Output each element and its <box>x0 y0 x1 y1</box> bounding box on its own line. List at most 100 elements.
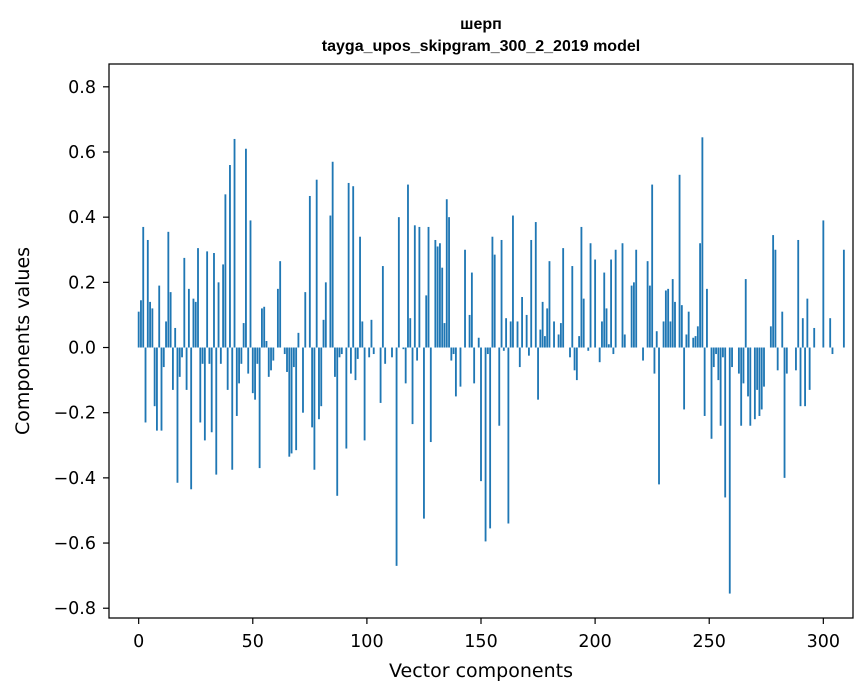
bar <box>240 347 243 364</box>
y-tick-label: −0.8 <box>54 599 97 619</box>
bar <box>612 347 615 355</box>
bar <box>270 347 272 371</box>
bar <box>674 301 676 348</box>
bar <box>763 347 765 387</box>
bar <box>286 347 288 372</box>
bar <box>402 347 405 350</box>
bar <box>372 347 375 355</box>
bar <box>587 347 590 351</box>
y-tick-label: 0.4 <box>68 208 96 228</box>
bar <box>712 347 715 368</box>
bar <box>578 336 581 348</box>
bar <box>486 347 489 355</box>
bar <box>502 347 505 351</box>
bar <box>505 318 508 348</box>
bar <box>806 298 809 348</box>
bar <box>603 272 606 348</box>
bar <box>279 261 282 348</box>
bar <box>404 347 407 384</box>
bar <box>169 292 172 348</box>
bar <box>783 347 786 478</box>
x-tick-label: 150 <box>464 632 497 652</box>
bar <box>302 347 304 413</box>
x-tick-label: 200 <box>578 632 611 652</box>
bar <box>724 347 727 498</box>
bar <box>249 220 252 348</box>
bar <box>391 347 393 358</box>
bar <box>701 137 704 348</box>
bar <box>569 347 571 358</box>
bar <box>525 314 528 348</box>
bar <box>646 261 649 348</box>
bar <box>630 285 633 348</box>
bar <box>229 165 231 348</box>
bar <box>238 347 240 384</box>
bar <box>797 239 800 348</box>
x-tick-label: 300 <box>807 632 840 652</box>
bar <box>742 347 745 384</box>
bar <box>226 347 229 390</box>
bar <box>480 347 482 482</box>
bar <box>208 347 211 364</box>
bar <box>575 347 578 381</box>
bar <box>740 347 743 426</box>
bar <box>381 266 384 348</box>
bar <box>589 243 592 348</box>
bar <box>217 282 220 348</box>
x-tick-label: 0 <box>133 632 144 652</box>
bar <box>521 297 523 348</box>
bar <box>804 347 806 407</box>
y-tick-label: −0.6 <box>54 534 97 554</box>
x-axis-label: Vector components <box>389 660 573 682</box>
bar <box>621 243 624 348</box>
bar <box>715 347 717 355</box>
bar <box>160 347 163 431</box>
bar <box>534 222 537 348</box>
bar <box>162 347 165 368</box>
bar <box>749 347 752 426</box>
bar <box>368 347 371 358</box>
bar <box>553 321 555 348</box>
bar <box>407 184 409 348</box>
bar <box>829 318 832 348</box>
bar <box>322 319 325 348</box>
bar <box>409 318 412 348</box>
bar <box>594 259 597 348</box>
bar <box>181 347 183 358</box>
bar <box>842 249 845 348</box>
bar <box>261 308 263 348</box>
bar <box>737 347 740 374</box>
chart-title-line-1: шерп <box>460 16 502 33</box>
bar <box>158 285 161 348</box>
bar <box>215 347 218 475</box>
bar <box>671 279 674 348</box>
bar <box>459 347 462 387</box>
bar <box>295 347 298 451</box>
bar <box>562 248 565 348</box>
bar <box>493 254 496 348</box>
bar <box>384 347 387 364</box>
bar <box>468 314 471 348</box>
bar <box>473 347 476 384</box>
bar <box>464 249 466 348</box>
bar <box>491 236 494 348</box>
bar <box>655 331 658 348</box>
bar <box>334 347 336 377</box>
bar <box>222 264 225 348</box>
bar <box>658 347 660 485</box>
bar <box>772 235 775 348</box>
bar <box>206 251 209 348</box>
bar <box>573 347 576 371</box>
y-tick-label: 0.8 <box>68 78 96 98</box>
bar <box>194 301 197 348</box>
bar <box>190 347 193 490</box>
bar <box>776 347 779 371</box>
bar <box>174 327 177 348</box>
bar <box>694 336 697 348</box>
bar <box>744 279 747 348</box>
bar <box>548 261 551 348</box>
bar <box>445 199 448 348</box>
bar <box>197 248 199 348</box>
bar <box>801 318 804 348</box>
bar <box>167 231 170 348</box>
